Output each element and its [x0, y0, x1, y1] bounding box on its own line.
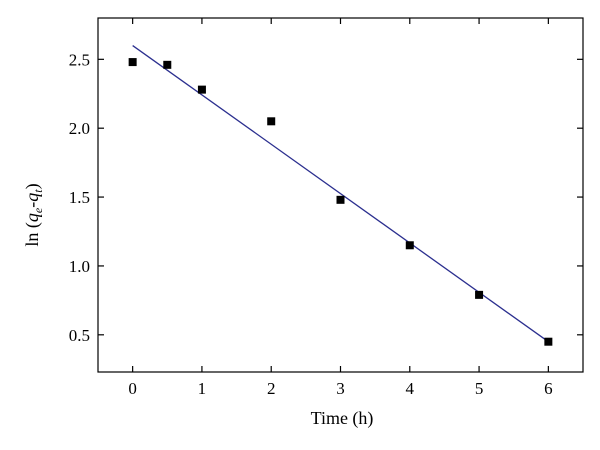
- y-axis-ticks: 0.5 1.0 1.5 2.0 2.5: [69, 50, 583, 345]
- y-tick-label: 2.5: [69, 50, 90, 69]
- y-tick-label: 2.0: [69, 119, 90, 138]
- x-tick-label: 5: [475, 379, 484, 398]
- y-tick-label: 1.0: [69, 257, 90, 276]
- fit-line: [132, 45, 549, 343]
- x-tick-label: 0: [128, 379, 137, 398]
- y-axis-title: ln (qe-qt): [22, 183, 45, 246]
- plot-border: [97, 17, 584, 373]
- data-point: [475, 290, 484, 299]
- data-point: [405, 241, 414, 250]
- y-tick-label: 0.5: [69, 326, 90, 345]
- x-tick-label: 3: [336, 379, 345, 398]
- data-point: [267, 117, 276, 126]
- x-tick-label: 1: [198, 379, 207, 398]
- fit-line-layer: [132, 45, 549, 343]
- plot-frame: [97, 17, 584, 373]
- x-tick-label: 2: [267, 379, 276, 398]
- x-tick-label: 4: [406, 379, 415, 398]
- data-point: [128, 58, 137, 67]
- x-axis-ticks: 0 1 2 3 4 5 6: [128, 18, 553, 398]
- y-tick-label: 1.5: [69, 188, 90, 207]
- data-point: [336, 195, 345, 204]
- x-axis-title: Time (h): [311, 408, 374, 429]
- data-point: [163, 60, 172, 69]
- data-point: [544, 337, 553, 346]
- data-points-layer: [128, 58, 553, 346]
- data-point: [197, 85, 206, 94]
- x-tick-label: 6: [544, 379, 553, 398]
